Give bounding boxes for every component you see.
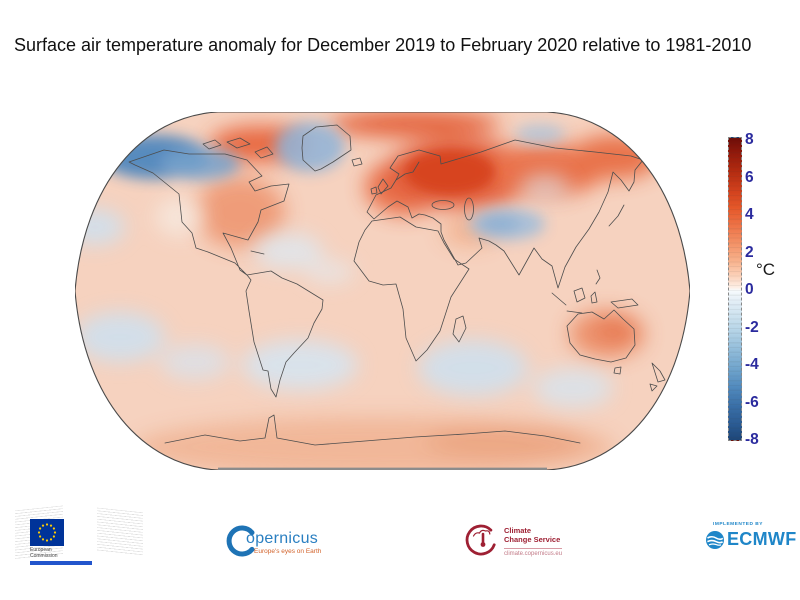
colorbar-tick-8: 8 <box>745 131 754 148</box>
ec-wordmark: European Commission <box>30 547 58 559</box>
page-title: Surface air temperature anomaly for Dece… <box>14 35 752 55</box>
eu-flag-icon <box>30 519 64 546</box>
copernicus-c-icon <box>226 525 255 557</box>
c3s-wordmark-line1: Climate <box>504 526 532 535</box>
colorbar-tick-0: 0 <box>745 281 754 298</box>
colorbar-tick-2: 2 <box>745 243 754 261</box>
climate-change-service-logo: Climate Change Service climate.copernicu… <box>462 520 587 568</box>
european-commission-logo: European Commission <box>15 505 143 572</box>
c3s-url: climate.copernicus.eu <box>504 551 563 557</box>
colorbar-unit-label: °C <box>756 260 776 279</box>
copernicus-wordmark: opernicus <box>246 530 319 547</box>
ecmwf-globe-icon <box>706 531 724 549</box>
anomaly-field <box>75 112 690 470</box>
ec-blue-bar <box>30 561 92 565</box>
colorbar-tick-6: 6 <box>745 168 754 186</box>
colorbar: 8 6 4 2 0 -2 -4 -6 -8 <box>728 131 759 448</box>
world-map <box>75 112 690 470</box>
ec-wordmark-line2: Commission <box>30 552 58 559</box>
map-border <box>75 112 690 470</box>
ec-lines-graphic <box>97 507 143 557</box>
ecmwf-logo: IMPLEMENTED BY ECMWF <box>705 522 800 558</box>
cool-anomaly-blobs <box>100 122 565 240</box>
copernicus-tagline: Europe's eyes on Earth <box>254 548 322 555</box>
continent-outlines <box>128 124 666 446</box>
colorbar-tick-m4: -4 <box>745 356 759 373</box>
warm-anomaly-cores <box>405 150 495 194</box>
warm-anomaly-blobs <box>135 112 660 470</box>
colorbar-tick-m8: -8 <box>745 431 759 448</box>
ec-wordmark-line1: European <box>30 547 52 553</box>
c3s-wordmark: Climate Change Service <box>504 526 561 544</box>
ecmwf-wordmark: ECMWF <box>727 529 797 549</box>
c3s-ring-icon <box>465 524 496 556</box>
c3s-wordmark-line2: Change Service <box>504 534 561 544</box>
cloud-icon <box>472 529 491 537</box>
colorbar-tick-m2: -2 <box>745 318 759 336</box>
thermometer-icon <box>480 532 486 547</box>
colorbar-gradient <box>728 137 742 441</box>
colorbar-tick-m6: -6 <box>745 393 759 411</box>
colorbar-tick-4: 4 <box>745 206 754 223</box>
c3s-divider <box>504 548 562 549</box>
copernicus-logo: opernicus Europe's eyes on Earth <box>222 520 337 564</box>
ecmwf-implemented-by: IMPLEMENTED BY <box>713 522 763 527</box>
